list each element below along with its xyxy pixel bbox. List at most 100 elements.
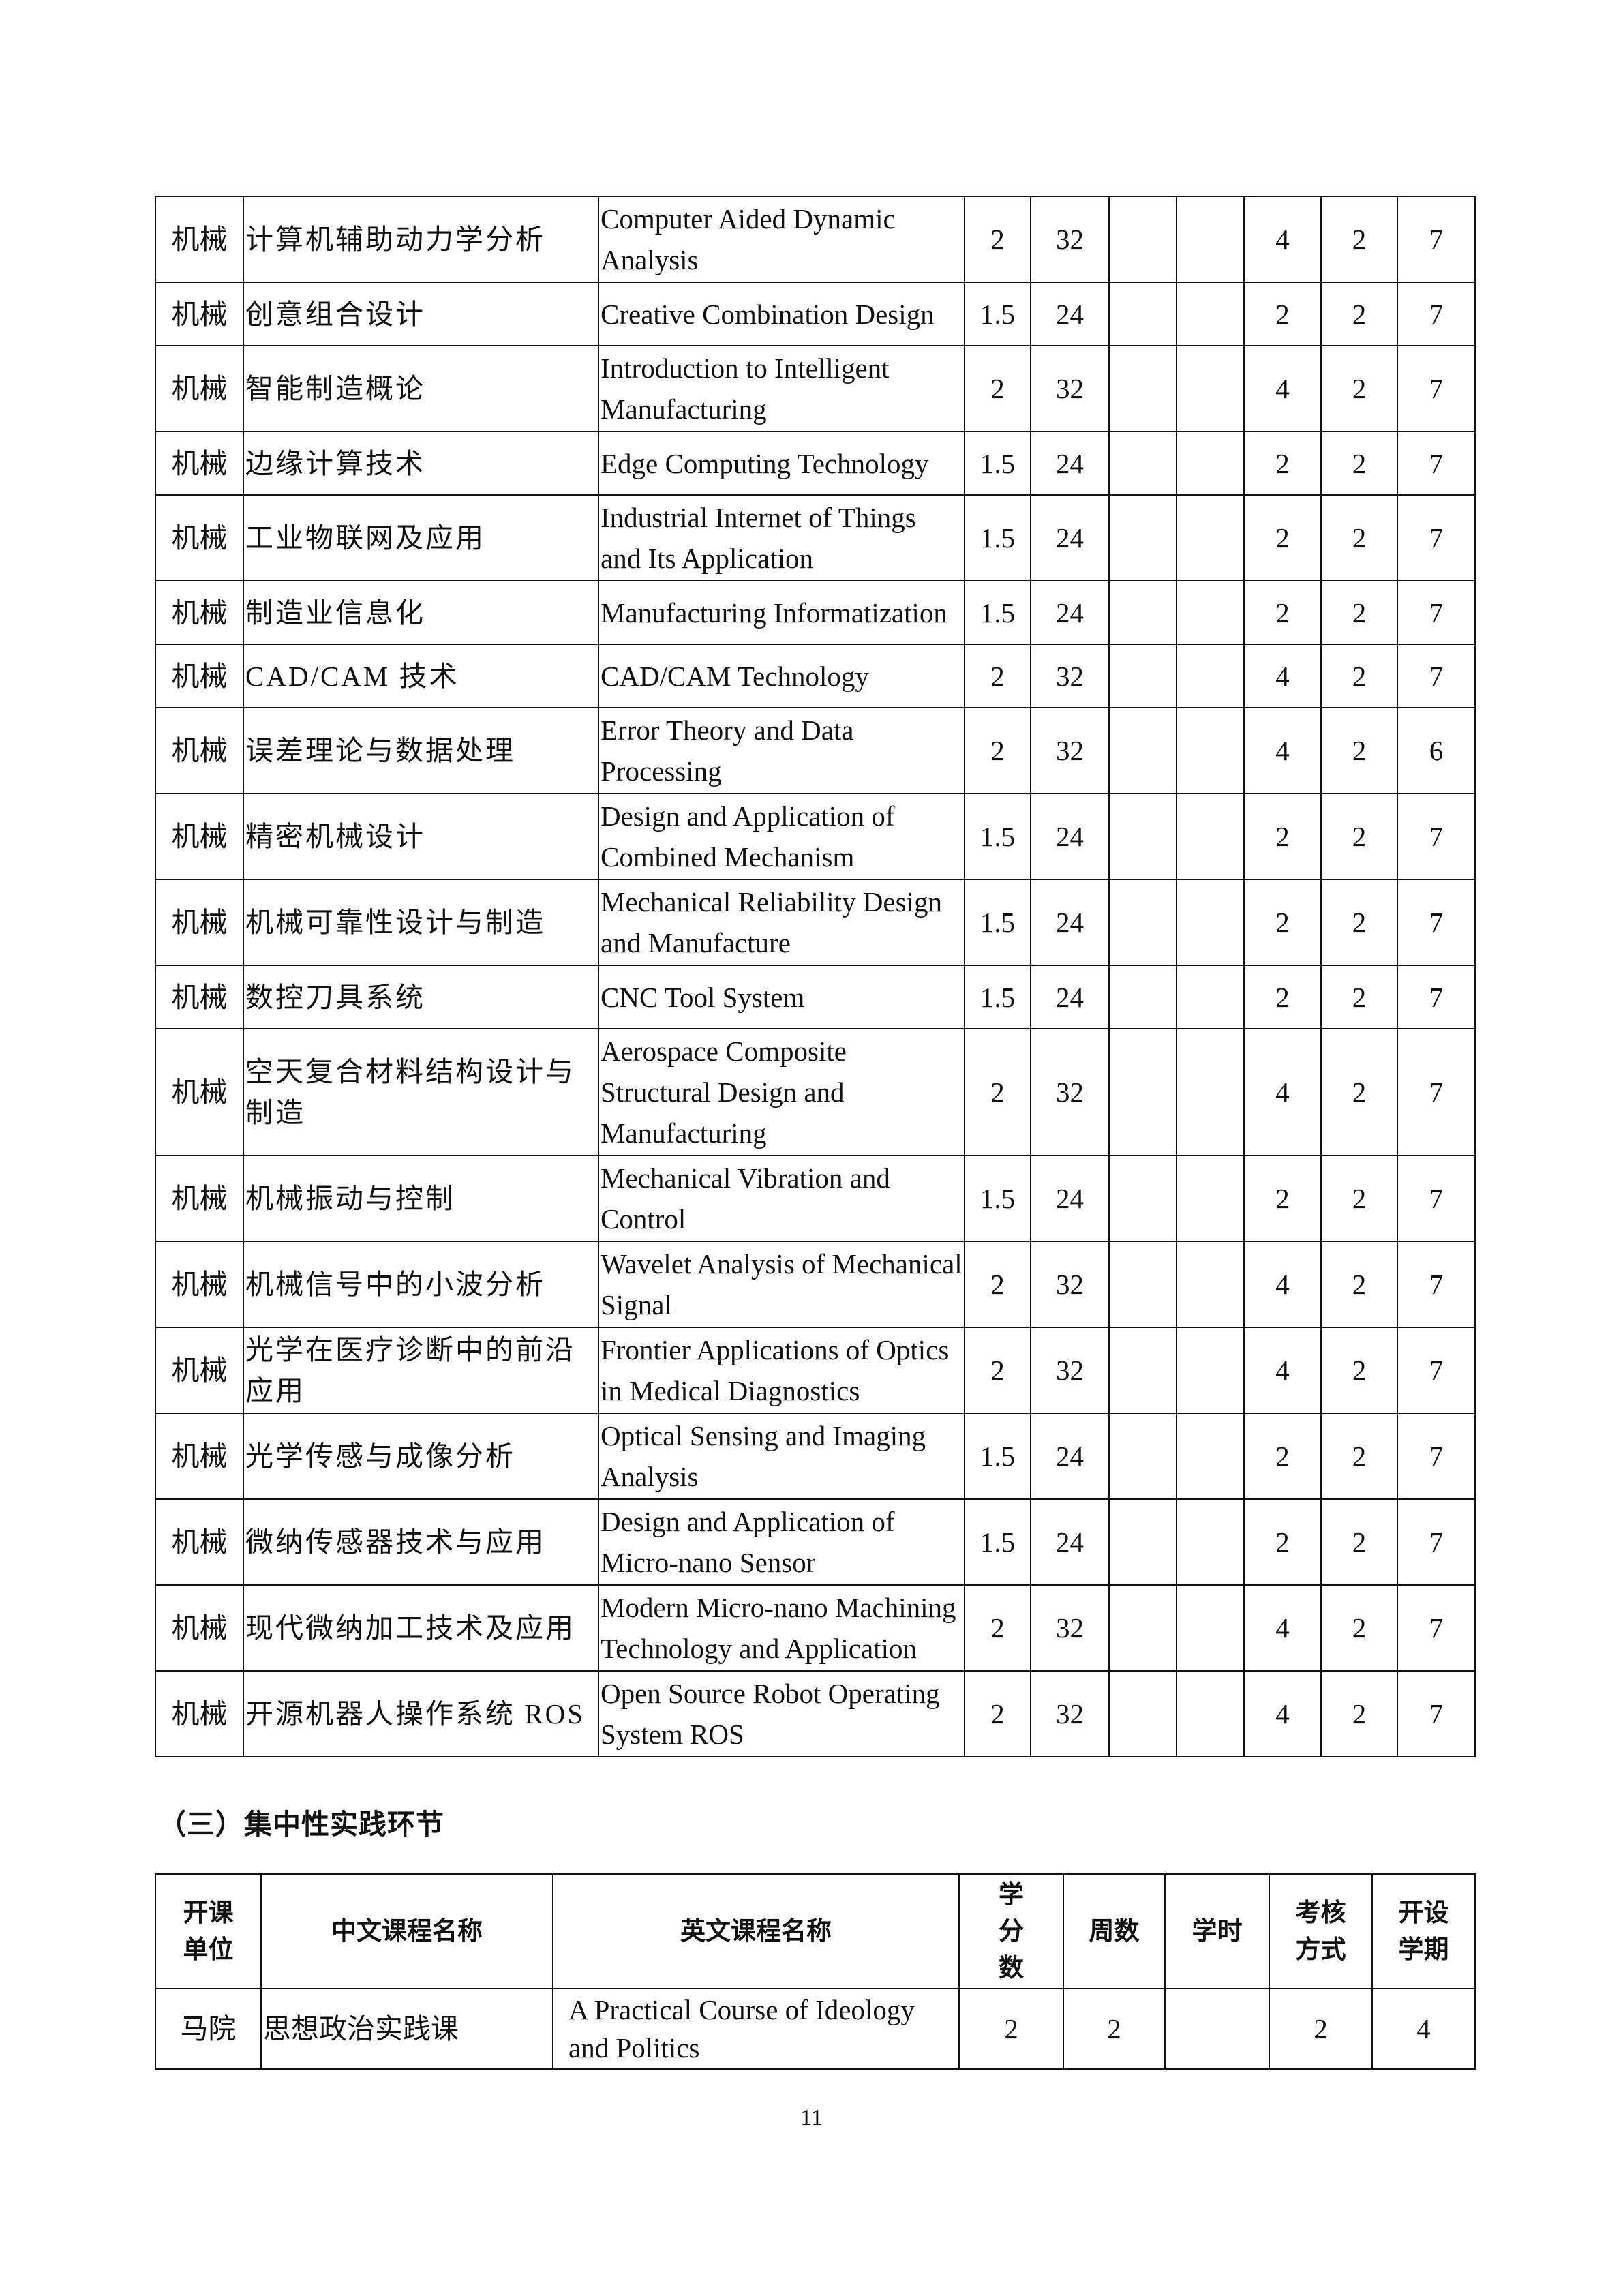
column-7-cell: 4 [1243, 1327, 1322, 1414]
column-7-cell: 2 [1243, 793, 1322, 880]
column-7-cell: 2 [1243, 282, 1322, 346]
table-header-row: 开课 单位 中文课程名称 英文课程名称学 分 数周数 学时 考核 方式 开设 学期 [155, 1873, 1476, 1989]
column-6-cell [1176, 580, 1245, 645]
credits-cell: 1.5 [964, 580, 1031, 645]
credits-cell: 2 [958, 1988, 1064, 2070]
credits-cell: 2 [964, 345, 1031, 432]
column-8-cell: 2 [1320, 707, 1398, 794]
english-name-cell: CAD/CAM Technology [598, 644, 965, 708]
hours-cell: 24 [1030, 282, 1110, 346]
column-5-cell [1108, 1327, 1177, 1414]
english-name-cell: Creative Combination Design [598, 282, 965, 346]
column-7-cell: 4 [1243, 1028, 1322, 1156]
english-name-cell: CNC Tool System [598, 965, 965, 1029]
assessment-cell: 2 [1269, 1988, 1373, 2070]
column-6-cell [1176, 431, 1245, 496]
column-8-cell: 2 [1320, 345, 1398, 432]
column-header: 开课 单位 [155, 1873, 262, 1989]
column-6-cell [1176, 1327, 1245, 1414]
hours-cell: 24 [1030, 1155, 1110, 1242]
english-name-cell: Open Source Robot Operating System ROS [598, 1670, 965, 1757]
chinese-name-cell: 开源机器人操作系统 ROS [243, 1670, 599, 1757]
chinese-name-cell: 工业物联网及应用 [243, 494, 599, 581]
english-name-cell: Modern Micro-nano Machining Technology a… [598, 1584, 965, 1672]
term-cell: 7 [1397, 580, 1476, 645]
department-cell: 机械 [155, 1413, 244, 1500]
department-cell: 机械 [155, 1584, 244, 1672]
term-cell: 7 [1397, 494, 1476, 581]
credits-cell: 2 [964, 196, 1031, 283]
column-5-cell [1108, 1670, 1177, 1757]
term-cell: 7 [1397, 431, 1476, 496]
chinese-name-cell: 制造业信息化 [243, 580, 599, 645]
hours-cell: 24 [1030, 1413, 1110, 1500]
english-name-cell: Mechanical Reliability Design and Manufa… [598, 879, 965, 966]
department-cell: 机械 [155, 1028, 244, 1156]
column-header: 周数 [1063, 1873, 1166, 1989]
term-cell: 7 [1397, 879, 1476, 966]
elective-course-table: 机械 计算机辅助动力学分析 Computer Aided Dynamic Analy… [155, 196, 1476, 1757]
table-row: 机械 机械可靠性设计与制造 Mechanical Reliability Desig… [155, 879, 1476, 966]
column-6-cell [1176, 793, 1245, 880]
credits-cell: 2 [964, 644, 1031, 708]
column-8-cell: 2 [1320, 644, 1398, 708]
english-name-cell: Industrial Internet of Things and Its Ap… [598, 494, 965, 581]
column-5-cell [1108, 965, 1177, 1029]
column-5-cell [1108, 494, 1177, 581]
chinese-name-cell: 机械可靠性设计与制造 [243, 879, 599, 966]
hours-cell [1164, 1988, 1270, 2070]
column-7-cell: 4 [1243, 196, 1322, 283]
weeks-cell: 2 [1063, 1988, 1166, 2070]
credits-cell: 2 [964, 1241, 1031, 1328]
chinese-name-cell: 微纳传感器技术与应用 [243, 1498, 599, 1586]
table-row: 机械 微纳传感器技术与应用 Design and Application of Mi… [155, 1498, 1476, 1586]
column-8-cell: 2 [1320, 580, 1398, 645]
hours-cell: 32 [1030, 707, 1110, 794]
table-row: 机械 光学在医疗诊断中的前沿应用 Frontier Applications of … [155, 1327, 1476, 1414]
column-8-cell: 2 [1320, 494, 1398, 581]
credits-cell: 1.5 [964, 282, 1031, 346]
column-8-cell: 2 [1320, 1498, 1398, 1586]
column-7-cell: 4 [1243, 1670, 1322, 1757]
credits-cell: 1.5 [964, 793, 1031, 880]
table-row: 机械 误差理论与数据处理 Error Theory and Data Process… [155, 707, 1476, 794]
english-name-cell: Design and Application of Micro-nano Sen… [598, 1498, 965, 1586]
chinese-name-cell: 计算机辅助动力学分析 [243, 196, 599, 283]
english-name-cell: Aerospace Composite Structural Design an… [598, 1028, 965, 1156]
column-header: 学 分 数 [958, 1873, 1064, 1989]
department-cell: 马院 [155, 1988, 262, 2070]
department-cell: 机械 [155, 1241, 244, 1328]
column-8-cell: 2 [1320, 1241, 1398, 1328]
column-5-cell [1108, 282, 1177, 346]
column-8-cell: 2 [1320, 1413, 1398, 1500]
column-header: 中文课程名称 [260, 1873, 553, 1989]
column-5-cell [1108, 793, 1177, 880]
credits-cell: 2 [964, 707, 1031, 794]
column-6-cell [1176, 1241, 1245, 1328]
column-5-cell [1108, 1413, 1177, 1500]
english-name-cell: Introduction to Intelligent Manufacturin… [598, 345, 965, 432]
chinese-name-cell: 创意组合设计 [243, 282, 599, 346]
english-name-cell: Wavelet Analysis of Mechanical Signal [598, 1241, 965, 1328]
credits-cell: 2 [964, 1327, 1031, 1414]
table-row: 机械 制造业信息化 Manufacturing Informatization 1.5… [155, 580, 1476, 645]
department-cell: 机械 [155, 879, 244, 966]
department-cell: 机械 [155, 196, 244, 283]
table-row: 机械 精密机械设计 Design and Application of Combin… [155, 793, 1476, 880]
column-7-cell: 4 [1243, 345, 1322, 432]
chinese-name-cell: 机械信号中的小波分析 [243, 1241, 599, 1328]
chinese-name-cell: 光学在医疗诊断中的前沿应用 [243, 1327, 599, 1414]
english-name-cell: Error Theory and Data Processing [598, 707, 965, 794]
column-6-cell [1176, 1155, 1245, 1242]
department-cell: 机械 [155, 965, 244, 1029]
term-cell: 7 [1397, 1670, 1476, 1757]
table-row: 机械 空天复合材料结构设计与制造 Aerospace Composite Struc… [155, 1028, 1476, 1156]
hours-cell: 32 [1030, 196, 1110, 283]
column-8-cell: 2 [1320, 879, 1398, 966]
term-cell: 6 [1397, 707, 1476, 794]
column-6-cell [1176, 494, 1245, 581]
table-row: 机械 机械信号中的小波分析 Wavelet Analysis of Mechanic… [155, 1241, 1476, 1328]
column-5-cell [1108, 345, 1177, 432]
term-cell: 7 [1397, 1028, 1476, 1156]
hours-cell: 32 [1030, 1028, 1110, 1156]
